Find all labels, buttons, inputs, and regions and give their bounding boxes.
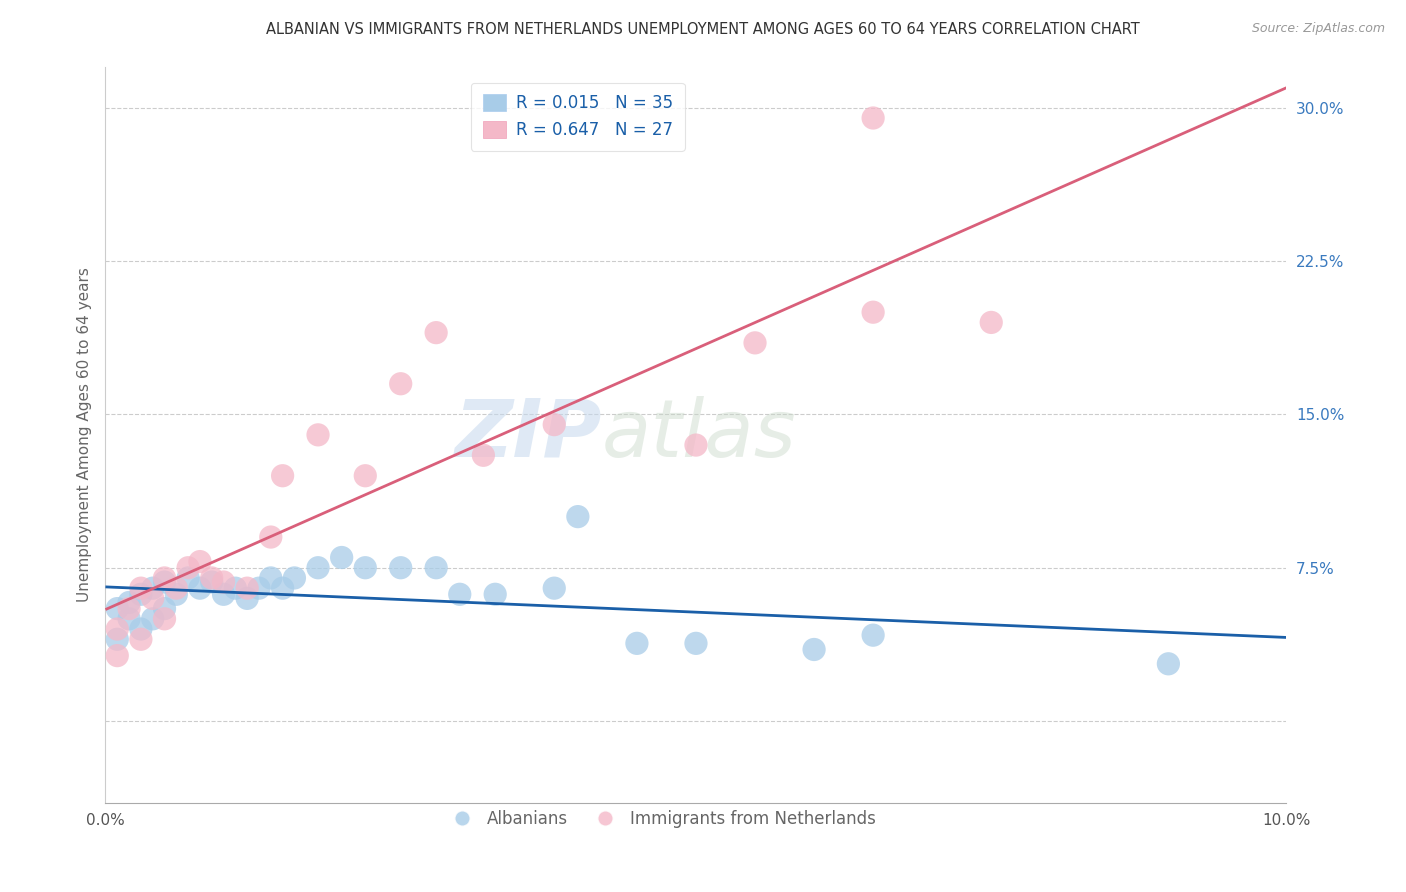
Point (283, 571, 305, 585)
Point (188, 581, 211, 595)
Point (129, 632, 152, 647)
Point (260, 571, 283, 585)
Point (142, 612, 165, 626)
Legend: Albanians, Immigrants from Netherlands: Albanians, Immigrants from Netherlands (439, 804, 883, 835)
Point (105, 601, 128, 615)
Point (803, 642, 825, 657)
Text: Source: ZipAtlas.com: Source: ZipAtlas.com (1251, 22, 1385, 36)
Point (567, 509, 589, 524)
Point (744, 335, 766, 350)
Point (177, 560, 200, 574)
Point (425, 326, 447, 340)
Point (685, 438, 707, 452)
Point (449, 587, 471, 601)
Point (153, 574, 176, 589)
Point (685, 636, 707, 650)
Point (129, 581, 152, 595)
Point (165, 587, 187, 601)
Point (425, 560, 447, 574)
Point (177, 571, 200, 585)
Point (543, 581, 565, 595)
Point (484, 587, 506, 601)
Point (307, 427, 329, 442)
Point (247, 581, 270, 595)
Point (626, 636, 648, 650)
Point (236, 591, 259, 606)
Point (153, 571, 176, 585)
Point (105, 648, 128, 663)
Point (212, 574, 235, 589)
Text: atlas: atlas (602, 396, 796, 474)
Point (201, 574, 224, 589)
Point (389, 560, 412, 574)
Y-axis label: Unemployment Among Ages 60 to 64 years: Unemployment Among Ages 60 to 64 years (76, 268, 91, 602)
Point (118, 595, 141, 609)
Point (142, 581, 165, 595)
Point (330, 550, 353, 565)
Point (354, 560, 377, 574)
Point (142, 591, 165, 606)
Point (153, 601, 176, 615)
Point (236, 581, 259, 595)
Point (188, 555, 211, 569)
Point (271, 581, 294, 595)
Point (862, 111, 884, 125)
Point (118, 612, 141, 626)
Point (165, 581, 187, 595)
Point (271, 468, 294, 483)
Point (224, 581, 246, 595)
Point (105, 622, 128, 636)
Point (472, 448, 495, 462)
Text: ALBANIAN VS IMMIGRANTS FROM NETHERLANDS UNEMPLOYMENT AMONG AGES 60 TO 64 YEARS C: ALBANIAN VS IMMIGRANTS FROM NETHERLANDS … (266, 22, 1140, 37)
Point (543, 417, 565, 432)
Point (1157, 657, 1180, 671)
Point (980, 315, 1002, 329)
Point (307, 560, 329, 574)
Point (212, 587, 235, 601)
Point (153, 612, 176, 626)
Point (389, 376, 412, 391)
Point (105, 632, 128, 647)
Point (862, 628, 884, 642)
Point (129, 622, 152, 636)
Point (260, 530, 283, 544)
Point (118, 601, 141, 615)
Point (354, 468, 377, 483)
Point (862, 305, 884, 319)
Text: ZIP: ZIP (454, 396, 602, 474)
Point (201, 571, 224, 585)
Point (129, 587, 152, 601)
